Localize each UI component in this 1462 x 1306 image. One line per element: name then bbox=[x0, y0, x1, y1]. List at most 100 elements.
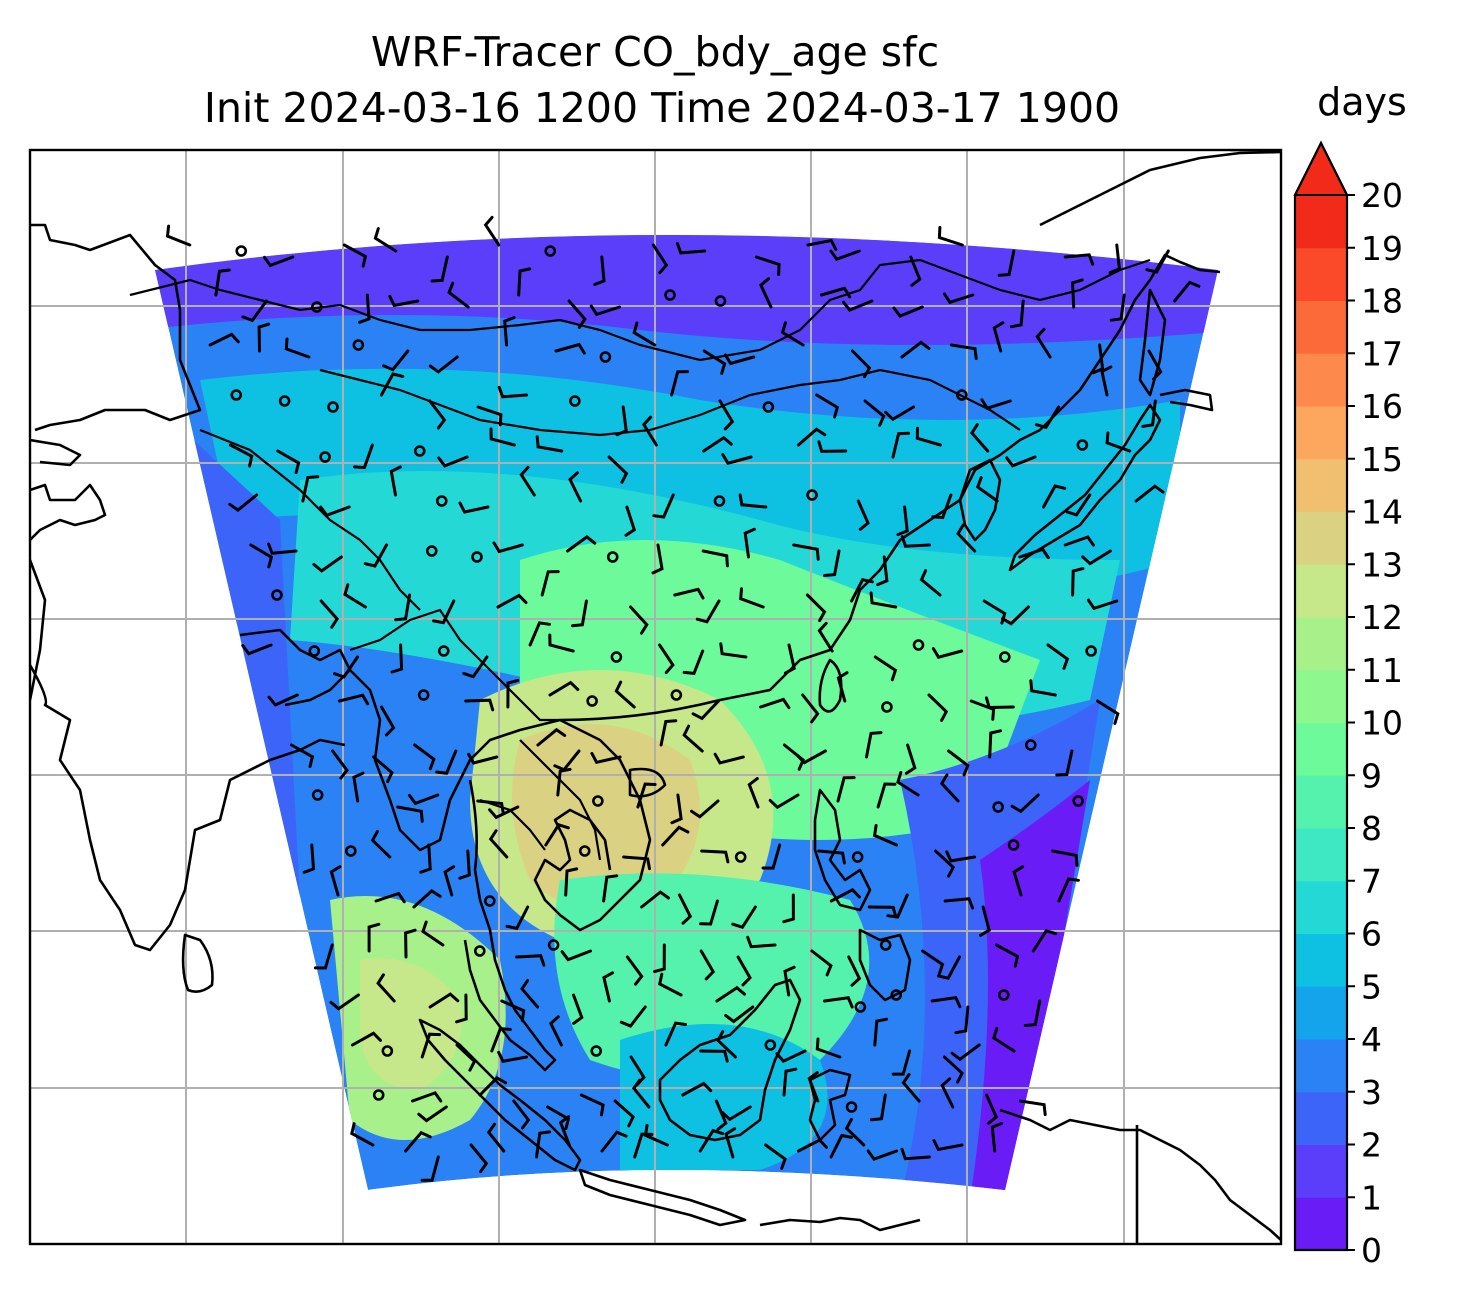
wind-barb bbox=[631, 1078, 651, 1109]
wind-calm-marker bbox=[999, 651, 1011, 663]
wind-barb bbox=[975, 476, 999, 503]
colorbar-tick-label: 17 bbox=[1361, 334, 1403, 373]
colorbar-tick-label: 1 bbox=[1361, 1178, 1382, 1217]
wind-barb bbox=[373, 227, 398, 253]
wind-barb bbox=[1065, 493, 1092, 517]
wind-barb bbox=[844, 1118, 866, 1147]
coastline-philippines-luzon bbox=[813, 788, 872, 912]
wind-barb bbox=[1035, 327, 1052, 359]
wind-barb bbox=[519, 465, 536, 497]
wind-barb bbox=[568, 471, 583, 503]
wind-barb bbox=[891, 431, 911, 459]
colorbar-swatch bbox=[1295, 986, 1347, 1040]
coastline-india bbox=[30, 559, 346, 952]
wind-barb bbox=[736, 955, 752, 987]
wind-barb bbox=[1096, 699, 1120, 725]
wind-barb bbox=[312, 555, 343, 573]
wind-barb bbox=[1009, 299, 1025, 329]
wind-barb bbox=[939, 773, 960, 803]
wind-barb bbox=[896, 771, 920, 797]
wind-calm-marker bbox=[425, 545, 438, 557]
border-laos-vietnam bbox=[519, 739, 602, 861]
wind-barb bbox=[486, 1122, 506, 1153]
wind-calm-marker bbox=[308, 645, 321, 657]
wind-barb bbox=[731, 905, 757, 929]
wind-barb bbox=[589, 304, 622, 317]
wind-calm-marker bbox=[586, 695, 598, 707]
wind-barb bbox=[810, 949, 833, 977]
coastline-srilanka bbox=[181, 933, 214, 993]
wind-barb bbox=[1005, 455, 1037, 468]
coastline-malay-peninsula bbox=[463, 779, 557, 1072]
wind-barb bbox=[867, 905, 898, 919]
colorbar-extend-arrow bbox=[1293, 140, 1349, 196]
wind-barb bbox=[467, 752, 499, 765]
wind-barb bbox=[931, 647, 964, 659]
wind-barb bbox=[876, 555, 889, 587]
wind-barb bbox=[792, 543, 820, 561]
wind-calm-marker bbox=[547, 939, 560, 951]
wind-barb bbox=[738, 493, 768, 509]
wind-barb bbox=[483, 215, 501, 247]
colorbar-tick-label: 11 bbox=[1361, 651, 1403, 690]
wind-barb bbox=[407, 793, 440, 806]
wind-barb bbox=[947, 749, 970, 777]
wind-barb bbox=[379, 372, 405, 397]
wind-barb bbox=[892, 305, 924, 318]
wind-barb bbox=[331, 749, 349, 780]
colorbar-swatch bbox=[1295, 880, 1347, 934]
border-china-north bbox=[129, 258, 1151, 362]
coastline-hainan bbox=[628, 767, 667, 798]
coastline-korea bbox=[958, 458, 1002, 542]
wind-barb bbox=[664, 1021, 687, 1047]
wind-barb bbox=[351, 1031, 382, 1047]
wind-barb bbox=[954, 1005, 970, 1035]
wind-calm-marker bbox=[437, 645, 450, 657]
wind-barb bbox=[870, 1093, 887, 1122]
wind-barb bbox=[428, 992, 460, 1009]
coastline-pakistan bbox=[30, 223, 202, 467]
wind-barb bbox=[515, 954, 546, 967]
wind-barb bbox=[691, 699, 720, 721]
wind-barb bbox=[214, 268, 231, 297]
wind-barb bbox=[930, 995, 962, 1009]
wind-barb bbox=[488, 805, 520, 820]
wind-barb bbox=[488, 829, 509, 859]
wind-barb bbox=[699, 899, 719, 926]
wind-barb bbox=[695, 599, 721, 624]
wind-barb bbox=[1010, 793, 1040, 814]
wind-barb bbox=[380, 705, 396, 737]
wind-barb bbox=[412, 889, 442, 909]
wind-barb bbox=[640, 890, 670, 909]
wind-calm-marker bbox=[578, 845, 591, 857]
wind-barb bbox=[754, 255, 781, 276]
wind-barb bbox=[984, 696, 1015, 710]
wind-barb bbox=[869, 591, 898, 609]
colorbar-swatch bbox=[1295, 933, 1347, 987]
colorbar-tick-label: 7 bbox=[1361, 862, 1382, 901]
wind-calm-marker bbox=[544, 245, 557, 257]
map-area bbox=[30, 150, 1281, 1244]
wind-barb bbox=[940, 1077, 955, 1109]
wind-barb bbox=[404, 928, 417, 959]
wind-barb bbox=[1109, 293, 1126, 322]
wind-barb bbox=[267, 693, 299, 707]
colorbar-swatch bbox=[1295, 564, 1347, 618]
wind-barb bbox=[901, 1073, 921, 1103]
wind-barb bbox=[376, 973, 396, 1003]
colorbar-swatch bbox=[1295, 511, 1347, 565]
wind-calm-marker bbox=[762, 401, 775, 413]
wind-barb bbox=[943, 897, 975, 910]
wind-barb bbox=[865, 731, 883, 759]
wind-barb bbox=[602, 971, 615, 1003]
wind-barb bbox=[701, 549, 729, 568]
wind-calm-marker bbox=[851, 851, 864, 863]
colorbar-tick-label: 12 bbox=[1361, 598, 1403, 637]
wind-barb bbox=[992, 1027, 1016, 1053]
wind-barb bbox=[358, 293, 371, 324]
wind-barb bbox=[1063, 253, 1095, 266]
wind-barb bbox=[850, 577, 874, 603]
wind-barb bbox=[390, 643, 404, 674]
